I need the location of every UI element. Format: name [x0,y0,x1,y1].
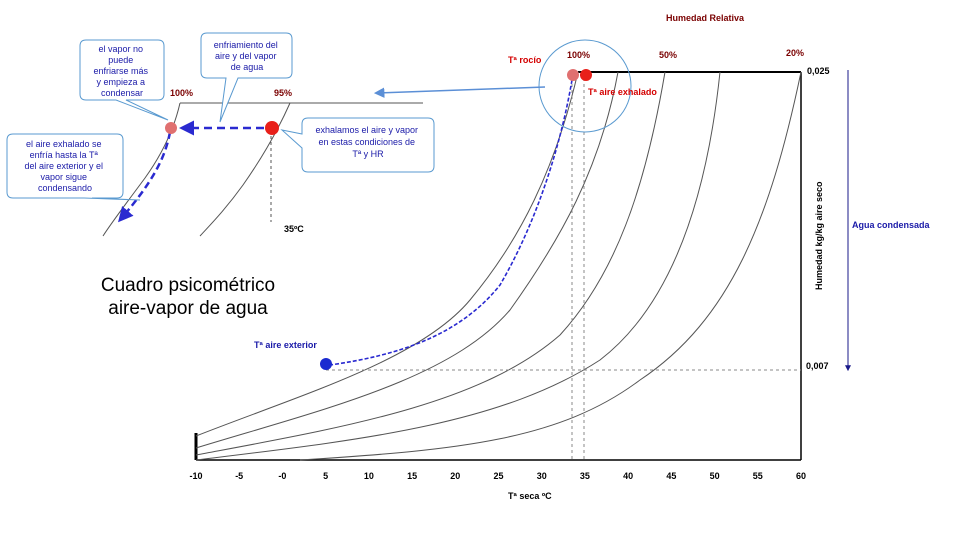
rh-label-20: 20% [786,48,804,58]
y-tick-0025: 0,025 [807,66,830,76]
x-tick-label: 10 [364,471,374,481]
rh-curve-100 [195,71,579,437]
callout-cooling: enfriamiento del aire y del vapor de agu… [200,32,293,123]
x-tick-label: 5 [323,471,328,481]
pointer-arrow [373,86,546,98]
callout-cooled-outside-line2: enfría hasta la Tª [30,150,99,160]
callout-exhale-line3: Tª y HR [352,149,384,159]
inset-red-marker [265,121,279,135]
callout-exhale-line2: en estas condiciones de [318,137,415,147]
x-tick-label: 30 [537,471,547,481]
svg-text:el aire exhalado se enfr: el aire exhalado se enfría hasta la Tª d… [24,139,105,193]
x-tick-label: -5 [235,471,243,481]
callout-exhale-line1: exhalamos el aire y vapor [315,125,418,135]
callout-cooled-outside-line1: el aire exhalado se [26,139,102,149]
callout-cooled-outside-line4: vapor sigue [40,172,87,182]
svg-text:enfriamiento del aire y: enfriamiento del aire y del vapor de agu… [214,40,281,72]
callout-cannot-cool-line5: condensar [101,88,143,98]
inset-condense-path [118,131,172,223]
rh-label-50: 50% [659,50,677,60]
title-line-2: aire-vapor de agua [108,298,268,319]
inset-temp-label: 35ºC [284,224,304,234]
callout-cooled-outside-line3: del aire exterior y el [24,161,103,171]
outside-air-marker [320,358,332,370]
callout-cannot-cool-line3: enfriarse más [93,66,148,76]
rh-label-100: 100% [567,50,590,60]
x-tick-label: -10 [189,471,202,481]
humidity-header: Humedad Relativa [666,13,745,23]
x-tick-labels: -10 -5 -0 5 10 15 20 25 30 35 40 45 50 55 60 [189,471,806,481]
exhaled-air-marker [580,69,592,81]
rh-curve-80 [195,71,619,449]
inset-pink-marker [165,122,177,134]
title-line-1: Cuadro psicométrico [101,275,275,296]
outside-air-label: Tª aire exterior [254,340,317,350]
condensation-path [329,79,573,366]
x-tick-label: 35 [580,471,590,481]
inset-rh-95: 95% [274,88,292,98]
callout-cooling-line3: de agua [231,62,264,72]
inset-curve-100 [102,102,181,237]
svg-text:exhalamos el aire y vapor: exhalamos el aire y vapor en estas condi… [315,125,420,159]
x-tick-label: -0 [278,471,286,481]
rh-curve-50 [195,71,666,456]
dew-point-label: Tª rocío [508,55,542,65]
callout-cooled-outside: el aire exhalado se enfría hasta la Tª d… [6,133,141,201]
x-tick-label: 45 [666,471,676,481]
callout-cannot-cool-line1: el vapor no [98,44,143,54]
x-tick-label: 15 [407,471,417,481]
x-tick-label: 25 [493,471,503,481]
y-axis-label: Humedad kg/kg aire seco [814,181,824,290]
inset-rh-100: 100% [170,88,193,98]
dew-point-marker [567,69,579,81]
x-tick-label: 55 [753,471,763,481]
highlight-circle [538,39,632,133]
condensed-water-label: Agua condensada [852,220,931,230]
callout-cannot-cool-line2: puede [108,55,133,65]
callout-exhale: exhalamos el aire y vapor en estas condi… [280,117,435,173]
x-tick-label: 60 [796,471,806,481]
inset-curve-95 [199,102,291,237]
svg-text:el vapor no puede: el vapor no puede enfriarse más y empiez… [93,44,150,98]
x-tick-label: 50 [710,471,720,481]
callout-cooling-line1: enfriamiento del [214,40,278,50]
callout-cannot-cool: el vapor no puede enfriarse más y empiez… [79,39,169,121]
x-tick-label: 40 [623,471,633,481]
callout-cooled-outside-line5: condensando [38,183,92,193]
callout-cooling-line2: aire y del vapor [215,51,277,61]
x-axis-label: Tª seca ºC [508,491,552,501]
callout-cannot-cool-line4: y empieza a [96,77,145,87]
x-tick-label: 20 [450,471,460,481]
rh-curve-20 [299,71,802,461]
rh-curve-35 [195,71,721,461]
y-tick-0007: 0,007 [806,361,829,371]
exhaled-air-label: Tª aire exhalado [588,87,657,97]
